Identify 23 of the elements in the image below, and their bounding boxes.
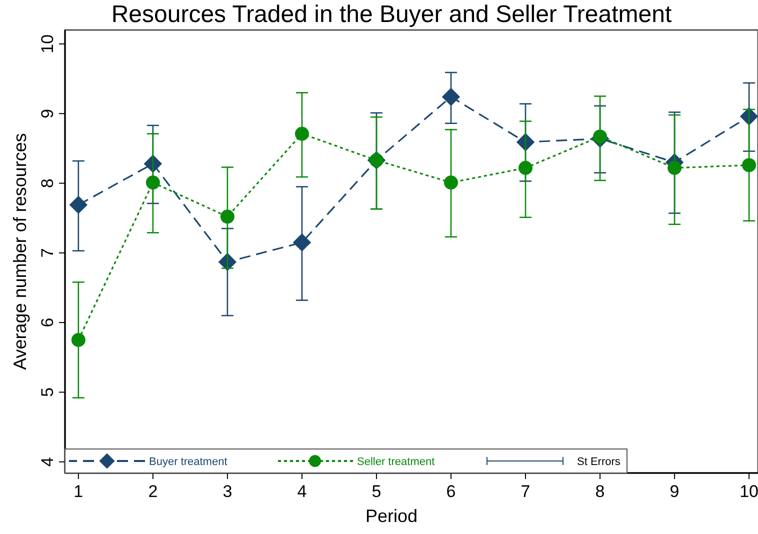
- y-tick-label: 7: [38, 248, 57, 258]
- x-axis-title: Period: [365, 506, 418, 526]
- y-tick-label: 5: [38, 387, 57, 397]
- y-tick-label: 8: [38, 178, 57, 188]
- y-tick-label: 10: [38, 34, 57, 54]
- y-tick-label: 6: [38, 318, 57, 328]
- x-tick-label: 2: [148, 482, 158, 501]
- x-tick-label: 9: [670, 482, 680, 501]
- y-tick-label: 9: [38, 108, 57, 118]
- x-tick-label: 3: [222, 482, 232, 501]
- x-tick-label: 8: [595, 482, 605, 501]
- y-axis-title: Average number of resources: [10, 133, 30, 370]
- text: Seller treatment: [357, 456, 435, 468]
- x-tick-label: 1: [74, 482, 84, 501]
- y-tick-label: 4: [38, 457, 57, 467]
- x-tick-label: 4: [297, 482, 307, 501]
- x-tick-label: 7: [520, 482, 530, 501]
- x-tick-label: 5: [372, 482, 382, 501]
- annotation: St Errors: [577, 456, 621, 468]
- x-tick-label: 10: [740, 482, 758, 501]
- x-tick-label: 6: [446, 482, 456, 501]
- chart-title: Resources Traded in the Buyer and Seller Treatment: [111, 1, 672, 28]
- text: Buyer treatment: [149, 456, 228, 468]
